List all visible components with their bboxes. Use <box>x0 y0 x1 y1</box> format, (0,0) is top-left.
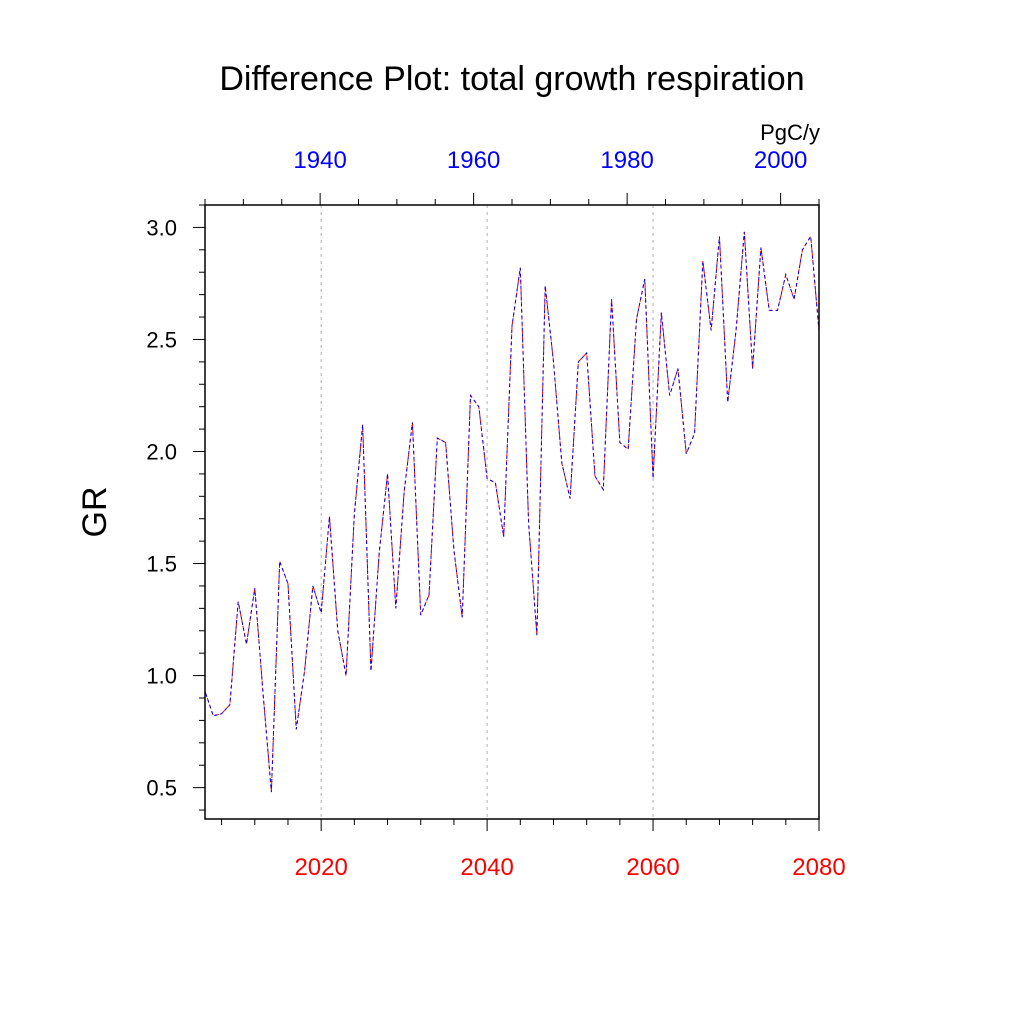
y-tick-label: 3.0 <box>146 215 177 240</box>
top-x-tick-labels: 1940 1960 1980 2000 <box>293 147 807 174</box>
bottom-x-tick-labels: 2020 2040 2060 2080 <box>294 854 845 881</box>
top-x-tick-label: 1960 <box>447 147 500 174</box>
top-x-tick-label: 1940 <box>293 147 346 174</box>
grid-lines <box>320 205 654 819</box>
axis-ticks <box>193 193 820 831</box>
bottom-x-tick-label: 2060 <box>626 854 679 881</box>
y-tick-label: 1.5 <box>146 552 177 577</box>
units-label: PgC/y <box>760 120 820 145</box>
series-line-blue <box>204 231 820 793</box>
y-tick-label: 2.0 <box>146 439 177 464</box>
series-line-red <box>204 231 820 793</box>
series-layer <box>204 231 820 793</box>
top-x-tick-label: 1980 <box>600 147 653 174</box>
y-tick-label: 0.5 <box>146 776 177 801</box>
chart-title: Difference Plot: total growth respiratio… <box>219 60 804 98</box>
bottom-x-tick-label: 2020 <box>294 854 347 881</box>
bottom-x-tick-label: 2040 <box>460 854 513 881</box>
y-tick-label: 1.0 <box>146 664 177 689</box>
y-tick-labels: 0.5 1.0 1.5 2.0 2.5 3.0 <box>146 215 177 800</box>
plot-frame <box>204 204 820 820</box>
top-x-tick-label: 2000 <box>754 147 807 174</box>
y-tick-label: 2.5 <box>146 327 177 352</box>
bottom-x-tick-label: 2080 <box>792 854 845 881</box>
y-axis-label: GR <box>76 487 114 538</box>
